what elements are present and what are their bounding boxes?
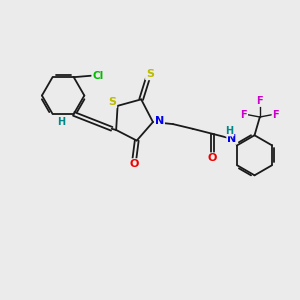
Text: O: O — [130, 159, 139, 169]
Text: N: N — [155, 116, 164, 126]
Text: H: H — [225, 126, 234, 136]
Text: F: F — [256, 96, 263, 106]
Text: O: O — [208, 153, 217, 163]
Text: H: H — [57, 117, 65, 127]
Text: Cl: Cl — [92, 71, 104, 81]
Text: F: F — [241, 110, 247, 120]
Text: F: F — [272, 110, 279, 120]
Text: S: S — [146, 69, 154, 79]
Text: N: N — [227, 134, 236, 144]
Text: S: S — [108, 97, 116, 107]
